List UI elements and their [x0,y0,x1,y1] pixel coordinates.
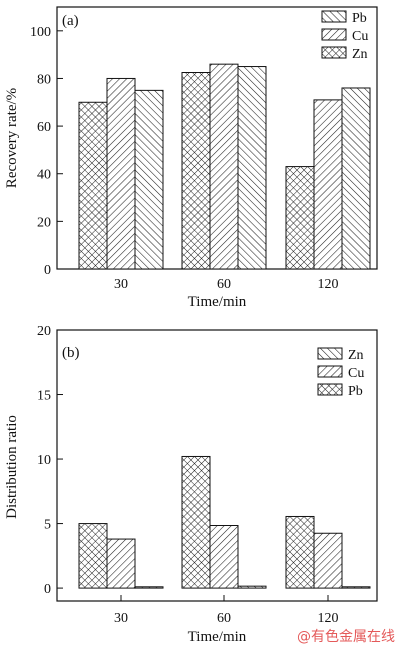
legend-swatch [317,383,343,396]
y-ticks: 0 5 10 15 20 [37,324,63,597]
panel-label: (a) [62,13,79,29]
legend: Pb Cu Zn [321,10,368,62]
bar-pb-60 [181,455,211,589]
bar-zn-60 [181,72,211,270]
bar-cu-60 [209,63,239,270]
y-axis-label: Distribution ratio [4,415,20,519]
legend-label: Zn [348,348,364,363]
y-tick-label: 20 [37,324,51,339]
legend-swatch [317,365,343,378]
y-tick-label: 60 [37,120,51,135]
legend-swatch [321,28,347,41]
y-tick-label: 80 [37,72,51,87]
bar-pb-30 [134,89,164,270]
bar-cu-120 [313,532,343,589]
y-tick-label: 0 [44,582,51,597]
bar-zn-120 [285,166,315,270]
y-tick-label: 5 [44,518,51,533]
chart-panel-a: (a) Time/min Recovery rate/% 0 20 40 60 80 10… [4,6,378,310]
bar-cu-60 [209,525,239,589]
watermark-text: @有色金属在线 [297,628,395,645]
y-tick-label: 10 [37,453,51,468]
legend: Zn Cu Pb [317,347,364,399]
bar-cu-30 [106,77,136,270]
legend-swatch [321,10,347,23]
x-axis-label: Time/min [188,294,247,310]
chart-panel-b: (b) Time/min Distribution ratio 0 5 10 15 20… [4,324,378,645]
x-ticks: 30 60 120 [114,263,339,292]
bar-pb-120 [285,515,315,589]
x-ticks: 30 60 120 [114,595,339,626]
legend-label: Cu [352,29,368,44]
legend-swatch [317,347,343,360]
y-tick-label: 0 [44,263,51,278]
bar-cu-30 [106,538,136,589]
y-tick-label: 15 [37,389,51,404]
x-tick-label: 30 [114,277,128,292]
legend-label: Cu [348,366,364,381]
bar-pb-30 [78,523,108,589]
legend-label: Zn [352,47,368,62]
bar-pb-60 [237,66,267,270]
bar-zn-120 [341,586,371,589]
bar-zn-30 [78,101,108,270]
bar-cu-120 [313,99,343,270]
x-tick-label: 120 [318,277,339,292]
legend-label: Pb [348,384,363,399]
y-ticks: 0 20 40 60 80 100 [30,25,63,278]
x-tick-label: 30 [114,611,128,626]
x-tick-label: 60 [217,611,231,626]
x-tick-label: 60 [217,277,231,292]
y-tick-label: 20 [37,215,51,230]
panel-label: (b) [62,345,80,361]
bar-zn-30 [134,586,164,589]
plot-frame [56,329,378,602]
y-axis-label: Recovery rate/% [4,88,20,188]
bars [78,455,371,589]
legend-swatch [321,46,347,59]
y-tick-label: 40 [37,168,51,183]
bar-zn-60 [237,585,267,589]
x-axis-label: Time/min [188,629,247,645]
x-tick-label: 120 [318,611,339,626]
legend-label: Pb [352,11,367,26]
bar-pb-120 [341,87,371,270]
y-tick-label: 100 [30,25,51,40]
bars [78,63,371,270]
